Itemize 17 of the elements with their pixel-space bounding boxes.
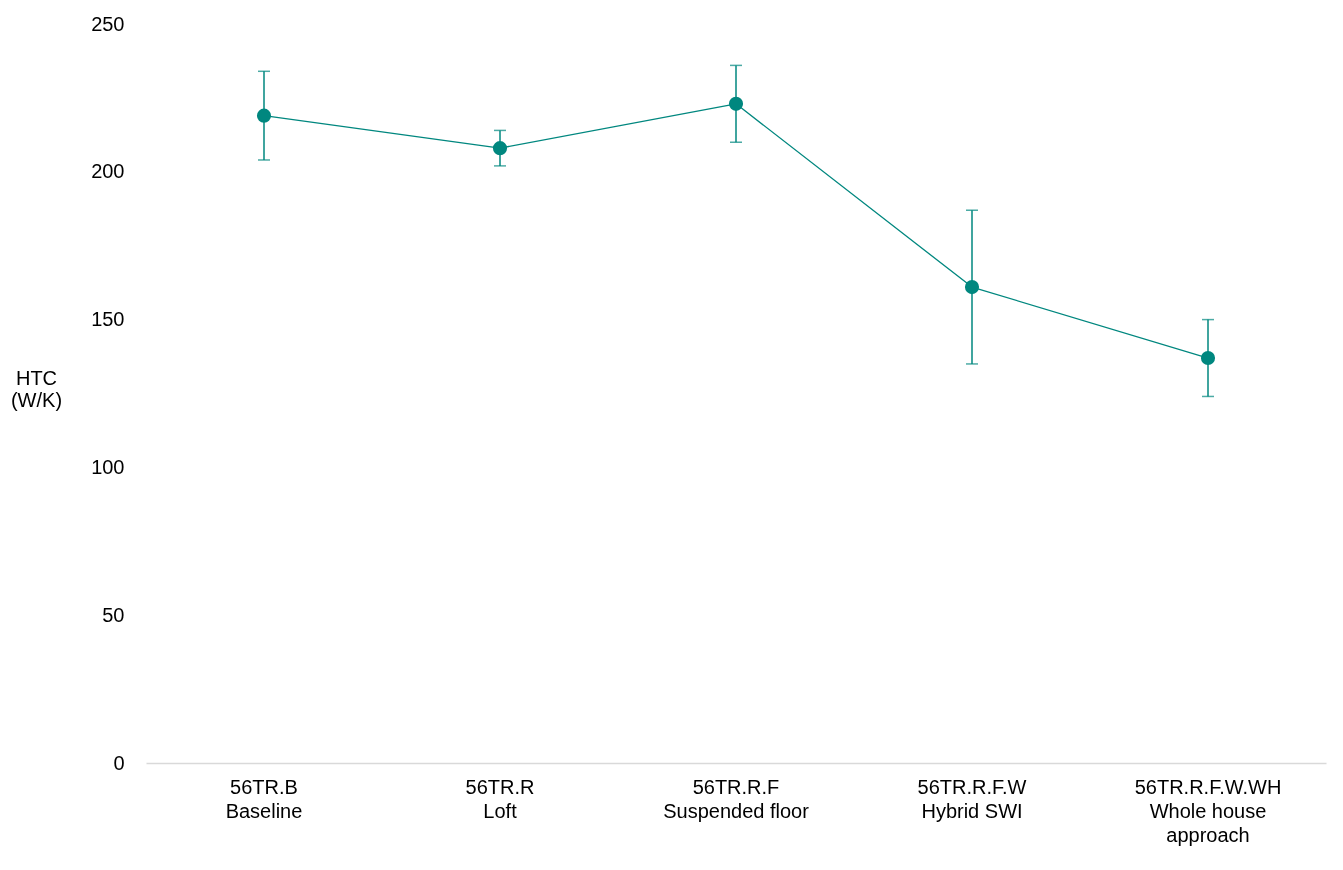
point [256,108,272,123]
y-tick-label: 50 [102,603,125,626]
point [964,280,980,295]
point [728,96,744,111]
x-tick-label: 56TR.R.F.W Hybrid SWI [917,775,1027,822]
y-tick-label: 200 [91,160,125,183]
x-tick-label: 56TR.R.F Suspended floor [663,775,810,822]
x-tick-label: 56TR.B Baseline [225,775,303,822]
y-tick-label: 250 [91,12,125,35]
point [492,141,508,156]
y-tick-label: 150 [91,308,125,331]
y-axis-title: HTC (W/K) [10,366,63,411]
y-tick-label: 100 [91,455,125,478]
point [1200,350,1216,366]
y-tick-label: 0 [113,751,125,774]
x-tick-label: 56TR.R Loft [465,775,535,822]
x-tick-label: 56TR.R.F.W.WH Whole house approach [1134,775,1282,846]
